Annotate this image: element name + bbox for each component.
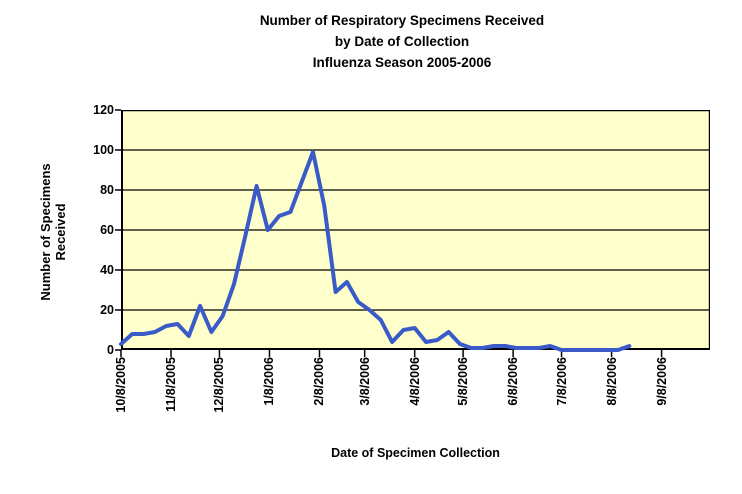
x-tick-label-6/8/2006: 6/8/2006 <box>506 357 521 406</box>
chart-title-line-3: Influenza Season 2005-2006 <box>312 55 492 70</box>
x-tick-label-10/8/2005: 10/8/2005 <box>114 357 128 413</box>
chart-title-line-2: by Date of Collection <box>334 34 470 49</box>
x-tick-label-7/8/2006: 7/8/2006 <box>554 357 569 406</box>
y-tick-label-80: 80 <box>100 183 114 197</box>
y-tick-label-0: 0 <box>107 343 114 357</box>
x-tick-label-9/8/2006: 9/8/2006 <box>654 357 669 406</box>
y-tick-label-20: 20 <box>100 303 114 317</box>
specimens-series-line <box>119 150 632 352</box>
x-tick-label-1/8/2006: 1/8/2006 <box>262 357 277 406</box>
x-tick-label-2/8/2006: 2/8/2006 <box>312 357 327 406</box>
y-tick-label-60: 60 <box>100 223 114 237</box>
x-tick-label-3/8/2006: 3/8/2006 <box>357 357 372 406</box>
x-tick-label-8/8/2006: 8/8/2006 <box>604 357 619 406</box>
chart-title-line-1: Number of Respiratory Specimens Received <box>259 13 545 28</box>
y-tick-label-40: 40 <box>100 263 114 277</box>
x-tick-label-12/8/2005: 12/8/2005 <box>212 357 227 413</box>
y-axis-title: Number of Specimens Received <box>38 146 70 318</box>
y-tick-label-120: 120 <box>93 103 114 117</box>
chart-title: Number of Respiratory Specimens Received… <box>60 10 742 73</box>
plot-area <box>115 109 711 357</box>
y-axis-title-line-2: Received <box>53 203 68 261</box>
x-axis-title: Date of Specimen Collection <box>331 446 500 460</box>
x-tick-label-5/8/2006: 5/8/2006 <box>456 357 471 406</box>
y-axis-title-line-1: Number of Specimens <box>38 163 53 301</box>
y-tick-label-100: 100 <box>93 143 114 157</box>
x-tick-label-11/8/2005: 11/8/2005 <box>164 357 179 412</box>
x-tick-label-4/8/2006: 4/8/2006 <box>407 357 422 406</box>
